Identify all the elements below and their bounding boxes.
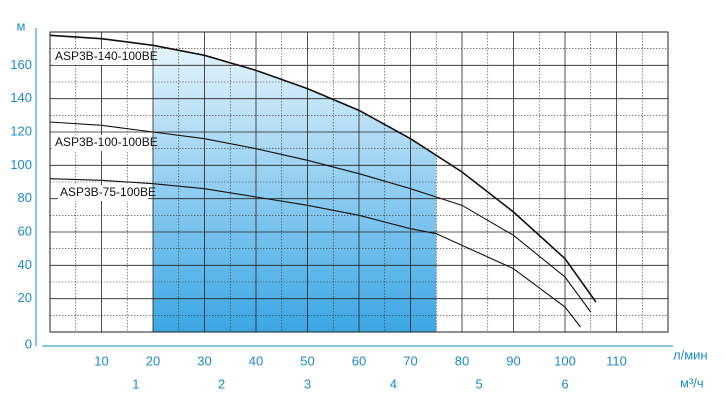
- x-tick-label: 60: [352, 353, 366, 368]
- series-label: ASP3B-100-100BE: [55, 135, 158, 149]
- x-tick-label: 20: [146, 353, 160, 368]
- x2-tick-label: 4: [390, 376, 397, 391]
- y-tick-label: 20: [18, 290, 32, 305]
- x2-tick-label: 6: [561, 376, 568, 391]
- x-tick-label: 40: [249, 353, 263, 368]
- y-tick-label: 140: [10, 90, 32, 105]
- curve: [49, 178, 581, 328]
- curve: [49, 34, 597, 303]
- x2-tick-label: 1: [132, 376, 139, 391]
- x2-axis-label: м³/ч: [680, 375, 704, 390]
- x-axis-label: л/мин: [673, 347, 708, 362]
- x2-tick-label: 3: [304, 376, 311, 391]
- y-tick-label: 60: [18, 223, 32, 238]
- x-tick-label: 70: [403, 353, 417, 368]
- x-tick-label: 50: [300, 353, 314, 368]
- y-tick-label: 0: [25, 336, 32, 351]
- y-tick-label: 120: [10, 123, 32, 138]
- plot-frame: [49, 31, 669, 333]
- x-tick-label: 110: [606, 353, 627, 368]
- y-tick-label: 100: [10, 157, 32, 172]
- x-tick-label: 90: [506, 353, 520, 368]
- label-bg: [53, 49, 151, 65]
- y-axis-label: м: [17, 18, 26, 33]
- y-tick-label: 40: [18, 257, 32, 272]
- x-tick-label: 100: [554, 353, 576, 368]
- x-tick-label: 80: [455, 353, 469, 368]
- y-tick-label: 80: [18, 190, 32, 205]
- x2-tick-label: 2: [218, 376, 225, 391]
- label-bg: [58, 185, 148, 201]
- x-tick-label: 10: [94, 353, 108, 368]
- y-tick-label: 160: [10, 57, 32, 72]
- series-label: ASP3B-75-100BE: [60, 185, 156, 199]
- series-label: ASP3B-140-100BE: [55, 49, 158, 63]
- x-tick-label: 30: [197, 353, 211, 368]
- curve: [49, 121, 592, 313]
- highlight-area: [153, 45, 437, 332]
- x2-tick-label: 5: [476, 376, 483, 391]
- label-bg: [53, 135, 151, 151]
